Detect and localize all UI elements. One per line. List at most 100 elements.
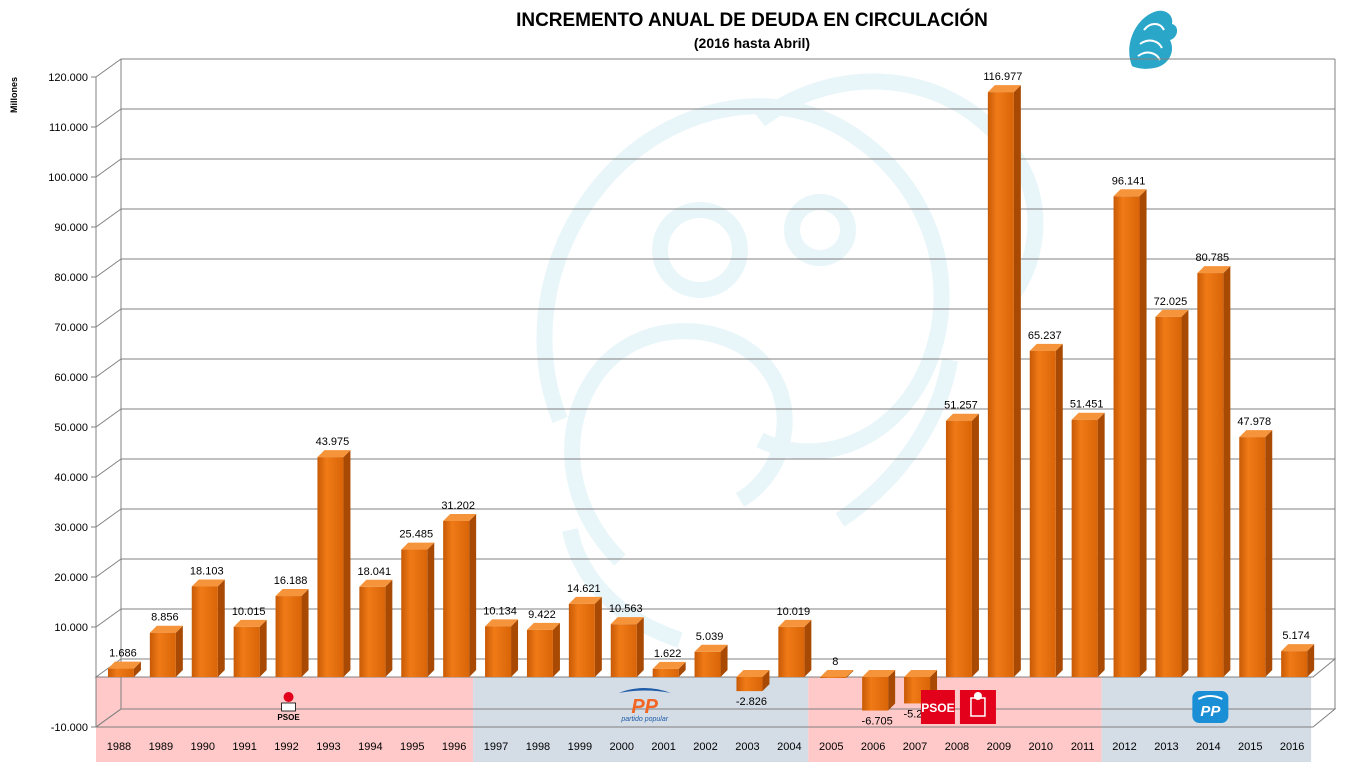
gridline-side (95, 58, 122, 78)
psoe-red-logo: PSOE (920, 690, 996, 724)
psoe-rose-logo: PSOE (277, 692, 300, 722)
bar-top (904, 670, 938, 677)
bar-top (987, 85, 1021, 93)
bar-front (694, 651, 721, 677)
bar-front (945, 420, 972, 677)
bar-side (1013, 85, 1021, 678)
bar-side (175, 625, 183, 677)
bar-side (469, 513, 477, 677)
gridline-side (95, 308, 122, 328)
bar-1991 (233, 619, 267, 677)
bar-side (343, 450, 351, 677)
data-label: 9.422 (528, 609, 556, 621)
bar-top (485, 619, 519, 627)
bar-top (317, 450, 351, 458)
x-tick-label: 2007 (903, 741, 927, 753)
data-label: 96.141 (1112, 175, 1146, 187)
bar-side (259, 619, 267, 677)
bar-side (217, 579, 225, 677)
x-tick-label: 2012 (1112, 741, 1136, 753)
x-tick-label: 2001 (651, 741, 675, 753)
x-tick-label: 1988 (107, 741, 131, 753)
bar-top (1029, 343, 1063, 351)
bar-side (511, 619, 519, 677)
y-tick-label: 60.000 (54, 372, 88, 384)
bar-front (736, 677, 763, 692)
bar-top (1113, 189, 1147, 197)
chart-subtitle: (2016 hasta Abril) (694, 35, 810, 51)
x-tick-label: 1992 (274, 741, 298, 753)
y-tick-label: -10.000 (51, 722, 88, 734)
bar-side (1139, 189, 1147, 678)
data-label: 1.686 (109, 648, 137, 660)
bar-side (678, 661, 686, 677)
data-label: 47.978 (1237, 416, 1271, 428)
bar-side (1055, 343, 1063, 677)
bar-2010 (1029, 343, 1063, 677)
bar-1998 (526, 622, 560, 677)
bar-front (149, 632, 176, 677)
bar-front (317, 457, 344, 677)
bar-front (191, 586, 218, 677)
bar-1999 (568, 596, 602, 677)
x-tick-label: 2015 (1238, 741, 1262, 753)
bar-side (133, 661, 141, 677)
data-label: 80.785 (1196, 252, 1230, 264)
x-tick-label: 2016 (1280, 741, 1304, 753)
bar-side (385, 579, 393, 677)
bar-front (778, 626, 805, 677)
bar-2011 (1071, 412, 1105, 677)
gridline-side (95, 208, 122, 228)
x-tick-label: 1999 (568, 741, 592, 753)
bar-front (1113, 196, 1140, 678)
bar-top (736, 670, 770, 677)
y-tick-label: 90.000 (54, 222, 88, 234)
bar-2013 (1155, 309, 1189, 677)
x-tick-label: 2003 (735, 741, 759, 753)
logo-text: PSOE (921, 701, 954, 715)
data-label: 31.202 (441, 500, 475, 512)
data-label: 16.188 (274, 575, 308, 587)
bar-top (401, 542, 435, 550)
bar-1997 (485, 619, 519, 677)
gridline-side (95, 158, 122, 178)
data-label: 51.257 (944, 400, 978, 412)
x-tick-label: 2005 (819, 741, 843, 753)
bar-front (987, 92, 1014, 678)
bar-1996 (443, 513, 477, 677)
bar-top (107, 661, 141, 669)
bar-top (1155, 309, 1189, 317)
data-label: 51.451 (1070, 399, 1104, 411)
y-tick-label: 30.000 (54, 522, 88, 534)
data-label: 10.015 (232, 606, 266, 618)
x-tick-label: 2004 (777, 741, 801, 753)
bar-1994 (359, 579, 393, 677)
bar-2005 (820, 669, 854, 678)
bar-top (149, 625, 183, 633)
bar-top (191, 579, 225, 587)
bar-front (1071, 419, 1098, 677)
x-tick-label: 2006 (861, 741, 885, 753)
gridline-side (95, 108, 122, 128)
x-tick-label: 2002 (693, 741, 717, 753)
bar-side (1307, 644, 1315, 677)
bar-2006 (862, 670, 896, 711)
bar-front (401, 549, 428, 677)
x-tick-label: 2009 (987, 741, 1011, 753)
bar-front (275, 596, 302, 677)
gridline-side (95, 558, 122, 578)
x-tick-label: 1990 (191, 741, 215, 753)
bar-top (694, 644, 728, 652)
bar-side (846, 669, 854, 678)
gridline-side (95, 258, 122, 278)
y-tick-label: 50.000 (54, 422, 88, 434)
y-tick-label: 80.000 (54, 272, 88, 284)
period-band-1 (473, 677, 809, 762)
logo-text: PP (1200, 703, 1221, 720)
bar-top (652, 661, 686, 669)
bar-side (301, 589, 309, 677)
bar-2003 (736, 670, 770, 692)
floor-plane (94, 708, 1337, 728)
